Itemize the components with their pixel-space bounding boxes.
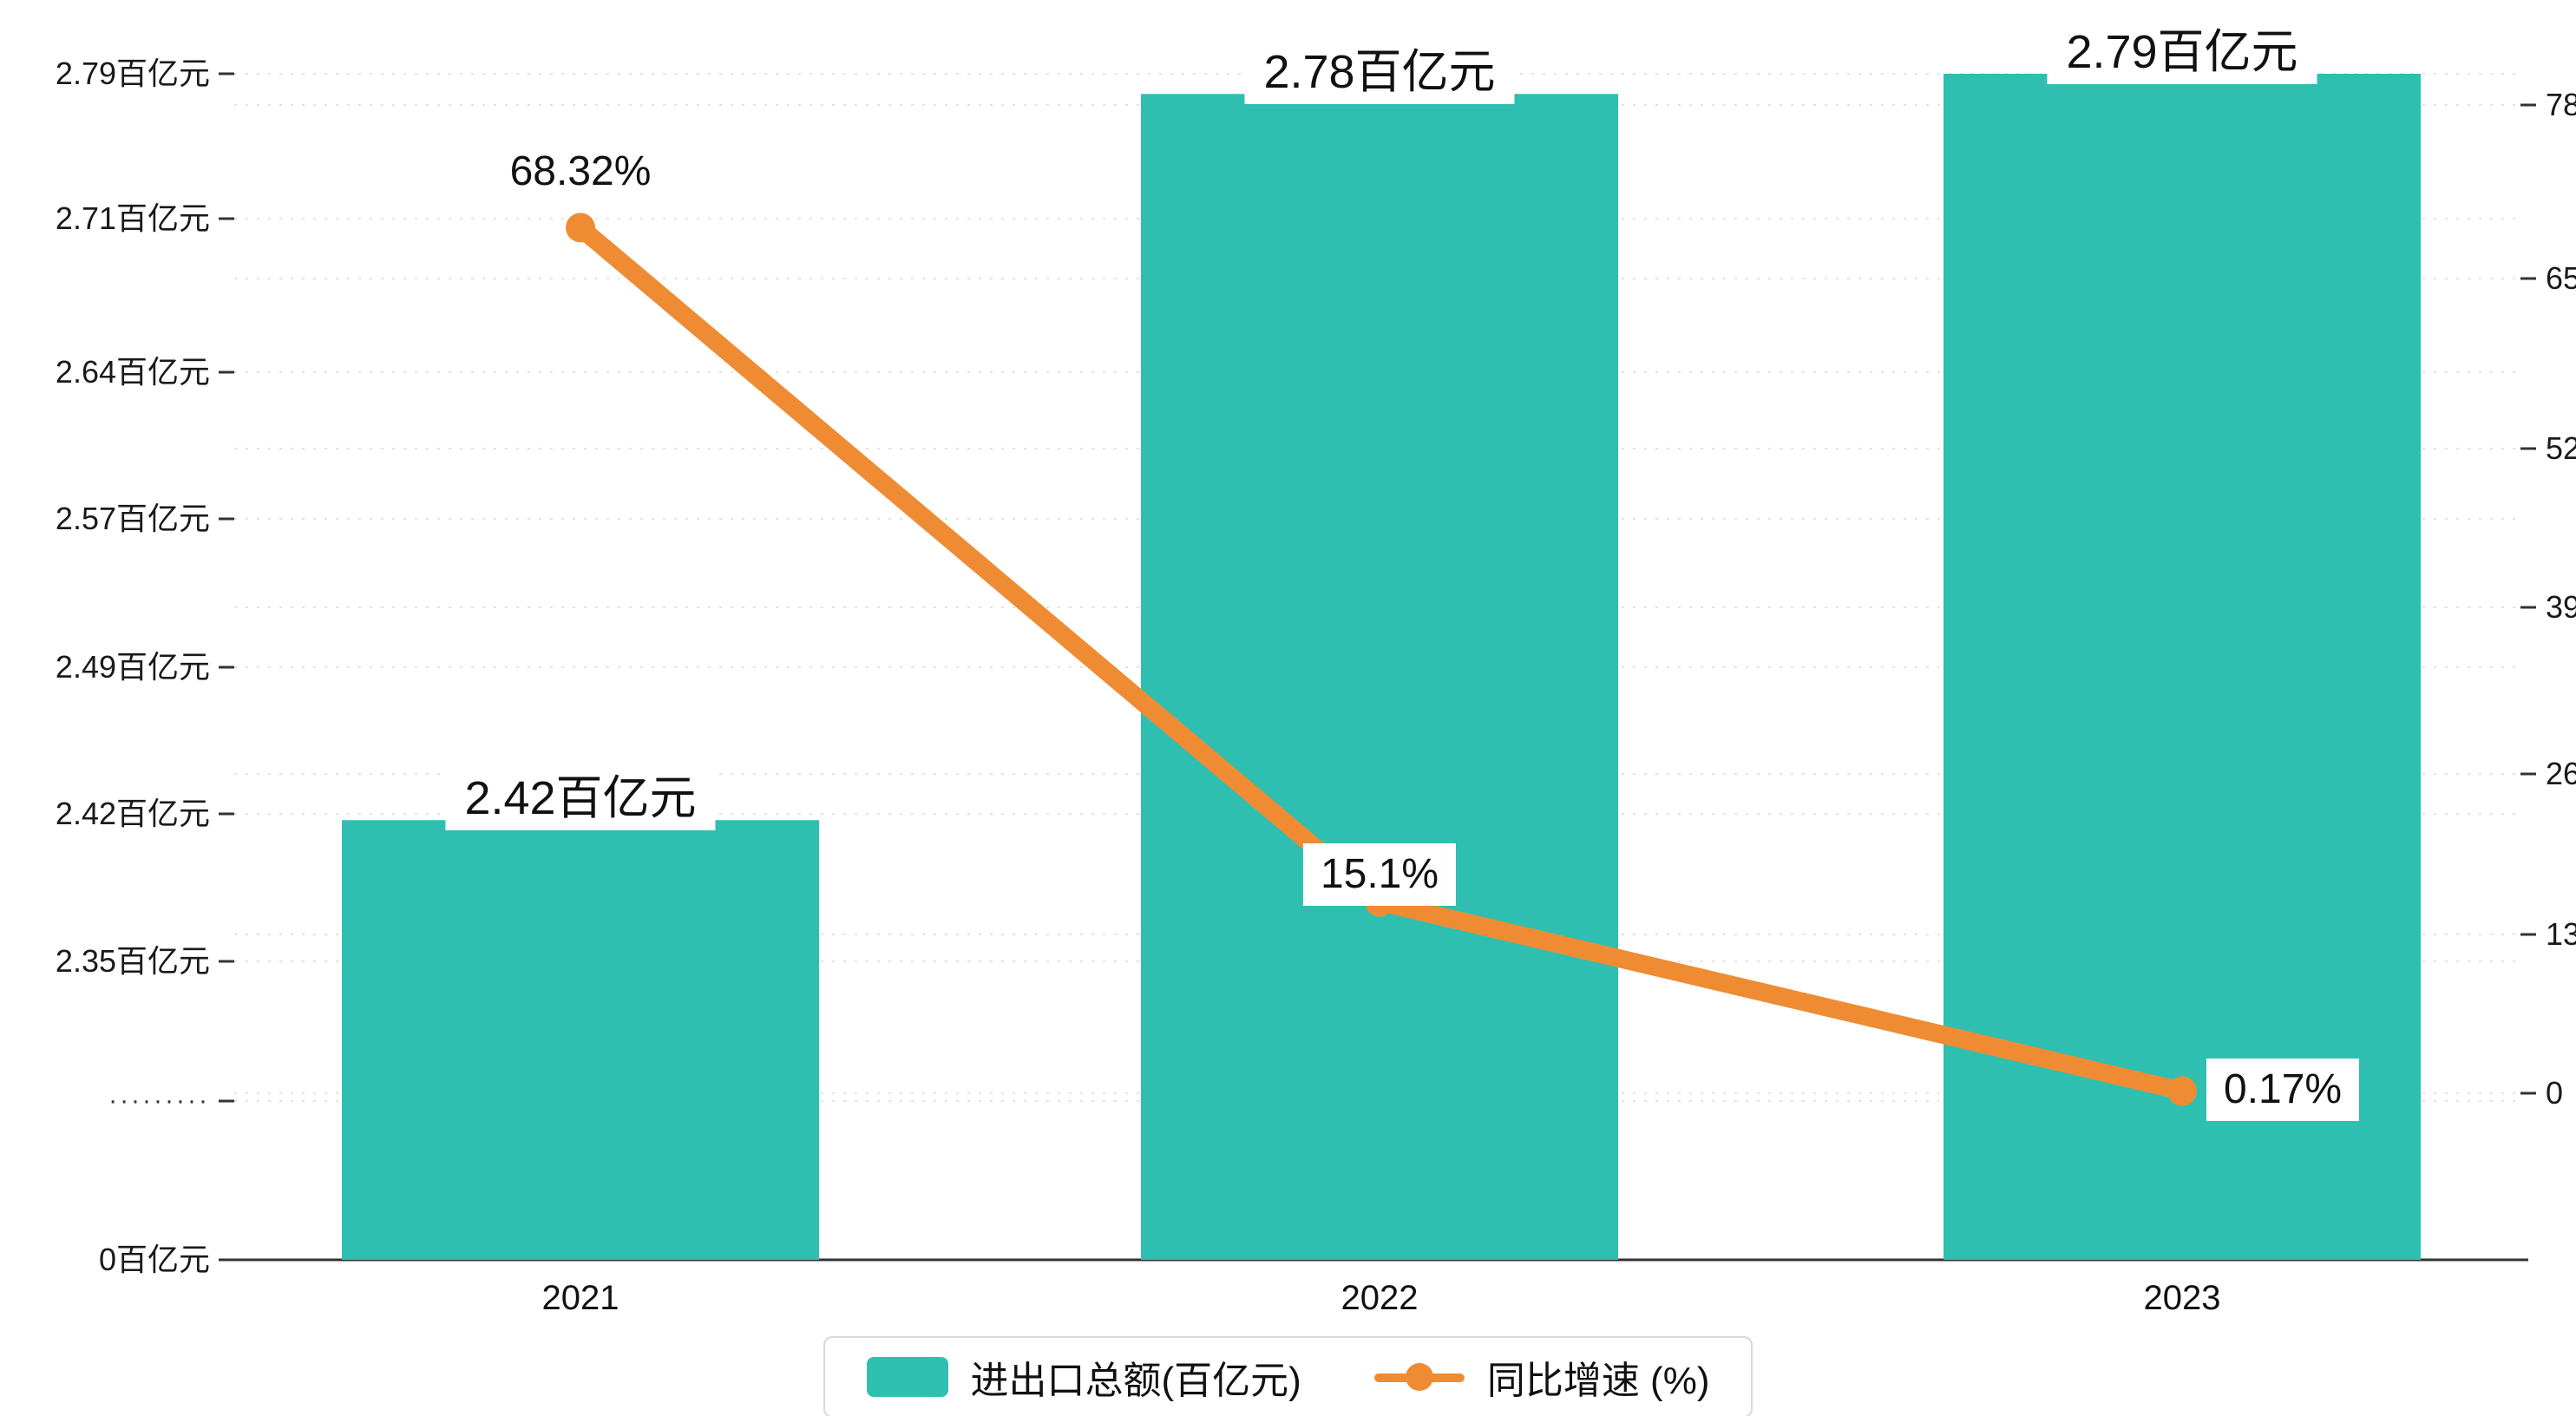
bar-2022[interactable] xyxy=(1141,94,1618,1260)
left-axis-tick-label: 0百亿元 xyxy=(98,1242,210,1277)
bar-2021[interactable] xyxy=(342,820,819,1260)
legend-label-line-series: 同比增速 (%) xyxy=(1486,1360,1710,1402)
right-axis-tick-label: 26 xyxy=(2546,756,2576,791)
line-marker-2021[interactable] xyxy=(566,213,595,243)
bar-value-label-2022: 2.78百亿元 xyxy=(1244,40,1515,105)
left-axis-tick-label: 2.64百亿元 xyxy=(55,354,210,390)
line-swatch-icon xyxy=(1373,1357,1465,1397)
right-axis-tick-label: 39 xyxy=(2546,589,2576,625)
right-axis-tick-label: 0 xyxy=(2546,1075,2564,1111)
left-axis-tick-label: 2.35百亿元 xyxy=(55,943,210,979)
x-axis-label-2023: 2023 xyxy=(2143,1279,2221,1317)
line-value-label-2022: 15.1% xyxy=(1302,842,1457,906)
left-axis-tick-label: 2.57百亿元 xyxy=(55,501,210,536)
line-marker-2023[interactable] xyxy=(2167,1076,2197,1106)
left-axis-tick-label: ········· xyxy=(108,1086,210,1115)
line-value-label-2023: 0.17% xyxy=(2206,1058,2360,1121)
bar-value-label-2021: 2.42百亿元 xyxy=(445,766,716,831)
left-axis-tick-label: 2.49百亿元 xyxy=(55,649,210,685)
line-dot-icon xyxy=(1405,1363,1433,1391)
left-axis-tick-label: 2.42百亿元 xyxy=(55,796,210,831)
legend-label-bar-series: 进出口总额(百亿元) xyxy=(970,1360,1301,1402)
line-value-label-2021: 68.32% xyxy=(492,141,669,204)
bar-value-label-2023: 2.79百亿元 xyxy=(2047,20,2317,84)
x-axis-label-2022: 2022 xyxy=(1340,1279,1419,1317)
legend-item-line-series[interactable]: 同比增速 (%) xyxy=(1373,1349,1710,1405)
left-axis-tick-label: 2.71百亿元 xyxy=(55,200,210,236)
right-axis-tick-label: 65 xyxy=(2546,260,2576,296)
legend: 进出口总额(百亿元) 同比增速 (%) xyxy=(823,1336,1753,1416)
right-axis-tick-label: 78 xyxy=(2546,87,2576,122)
legend-item-bar-series[interactable]: 进出口总额(百亿元) xyxy=(866,1349,1301,1405)
right-axis-tick-label: 52 xyxy=(2546,430,2576,466)
left-axis-tick-label: 2.79百亿元 xyxy=(55,56,210,91)
bar-swatch-icon xyxy=(866,1357,948,1397)
right-axis-tick-label: 13 xyxy=(2546,916,2576,952)
x-axis-label-2021: 2021 xyxy=(541,1279,619,1317)
